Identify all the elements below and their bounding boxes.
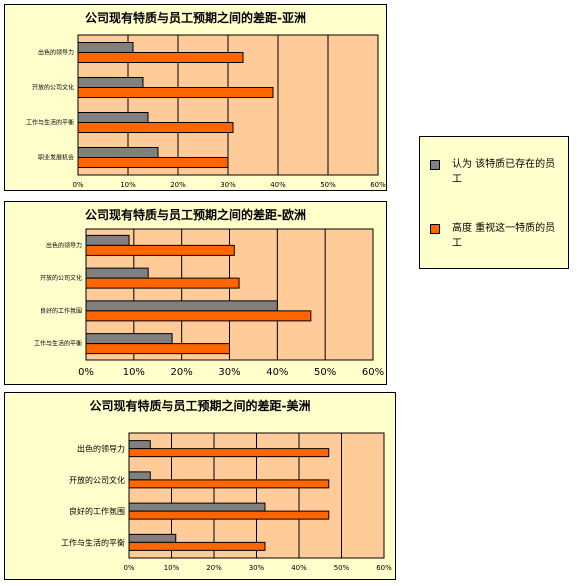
- chart-legend: 认为 该特质已存在的员 工 高度 重视这一特质的员 工: [419, 136, 569, 269]
- x-tick-label: 20%: [171, 367, 193, 378]
- bar-valued: [85, 244, 235, 256]
- x-tick-label: 60%: [370, 181, 386, 189]
- bar-exists: [128, 440, 151, 450]
- bar-exists: [85, 300, 278, 312]
- x-tick-label: 10%: [120, 181, 136, 189]
- category-label: 良好的工作氛围: [69, 506, 125, 516]
- x-tick-label: 50%: [334, 564, 350, 572]
- category-label: 职业发展机会: [38, 154, 74, 162]
- bar-exists: [85, 234, 130, 246]
- chart-title-asia: 公司现有特质与员工预期之间的差距-亚洲: [85, 11, 306, 25]
- x-tick-label: 40%: [266, 367, 288, 378]
- bar-exists: [77, 147, 159, 158]
- chart-panel-europe: 公司现有特质与员工预期之间的差距-欧洲 0% 10% 20% 30% 40% 50% 60%…: [4, 201, 387, 385]
- legend-swatch-valued: [430, 224, 440, 234]
- x-tick-label: 0%: [72, 181, 83, 189]
- bar-exists: [77, 42, 134, 53]
- chart-title-europe: 公司现有特质与员工预期之间的差距-欧洲: [85, 208, 306, 222]
- bar-exists: [128, 471, 151, 481]
- legend-swatch-exists: [430, 160, 440, 170]
- bar-valued: [128, 510, 330, 520]
- x-tick-label: 50%: [314, 367, 336, 378]
- x-tick-label: 30%: [218, 367, 240, 378]
- bar-valued: [85, 277, 240, 289]
- category-label: 开放的公司文化: [40, 274, 82, 282]
- category-label: 工作与生活的平衡: [34, 340, 82, 348]
- bar-exists: [77, 112, 149, 123]
- bar-chart-americas: 0% 10% 20% 30% 40% 50% 60% 出色的领导力开放的公司文化良好的工作氛围…: [61, 432, 392, 572]
- bar-valued: [85, 343, 230, 355]
- legend-label-exists: 认为 该特质已存在的员 工: [452, 159, 556, 185]
- x-tick-label: 20%: [170, 181, 186, 189]
- bar-exists: [85, 333, 173, 345]
- chart-panel-americas: 公司现有特质与员工预期之间的差距-美洲 0% 10% 20% 30% 40% 50% 60%…: [4, 392, 396, 580]
- x-tick-label: 0%: [123, 564, 134, 572]
- category-label: 出色的领导力: [38, 49, 74, 57]
- bar-valued: [77, 52, 244, 63]
- bar-chart-asia: 0% 10% 20% 30% 40% 50% 60% 出色的领导力开放的公司文化工作与生活的平…: [26, 34, 386, 189]
- bar-exists: [128, 502, 266, 512]
- bar-valued: [128, 541, 266, 551]
- category-label: 开放的公司文化: [32, 84, 74, 92]
- x-tick-label: 40%: [270, 181, 286, 189]
- chart-title-americas: 公司现有特质与员工预期之间的差距-美洲: [89, 399, 311, 413]
- x-tick-label: 40%: [291, 564, 307, 572]
- category-label: 出色的领导力: [46, 241, 82, 249]
- bar-exists: [128, 533, 177, 543]
- category-label: 出色的领导力: [77, 444, 125, 454]
- x-tick-label: 30%: [249, 564, 265, 572]
- category-label: 开放的公司文化: [69, 475, 125, 485]
- x-tick-label: 50%: [320, 181, 336, 189]
- legend-label-valued: 高度 重视这一特质的员 工: [452, 223, 556, 249]
- x-tick-label: 20%: [206, 564, 222, 572]
- bar-valued: [77, 122, 234, 133]
- x-tick-label: 10%: [164, 564, 180, 572]
- x-tick-label: 60%: [362, 367, 384, 378]
- bar-chart-europe: 0% 10% 20% 30% 40% 50% 60% 出色的领导力开放的公司文化良好的工作氛围…: [34, 228, 384, 378]
- x-tick-label: 0%: [78, 367, 94, 378]
- bar-valued: [128, 479, 330, 489]
- category-label: 良好的工作氛围: [40, 307, 82, 315]
- bar-valued: [77, 87, 274, 98]
- category-label: 工作与生活的平衡: [61, 537, 125, 547]
- bar-valued: [85, 310, 312, 322]
- bar-exists: [77, 77, 144, 88]
- bar-exists: [85, 267, 149, 279]
- bar-valued: [128, 448, 330, 458]
- x-tick-label: 60%: [376, 564, 392, 572]
- bar-valued: [77, 157, 229, 168]
- chart-panel-asia: 公司现有特质与员工预期之间的差距-亚洲 0% 10% 20% 30% 40% 50% 60%…: [4, 4, 387, 191]
- x-tick-label: 30%: [220, 181, 236, 189]
- x-tick-label: 10%: [123, 367, 145, 378]
- category-label: 工作与生活的平衡: [26, 119, 74, 127]
